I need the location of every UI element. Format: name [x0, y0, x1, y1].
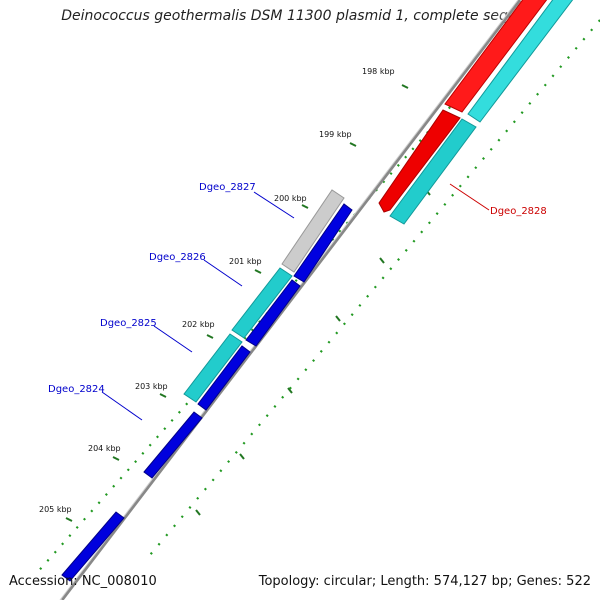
reverse-cds-track[interactable]: [61, 203, 353, 582]
tick-label: 199 kbp: [319, 130, 352, 139]
gene-label-dgeo-2826[interactable]: Dgeo_2826: [149, 252, 243, 287]
scale-ruler-outer: [149, 19, 600, 556]
gene-label-dgeo-2824[interactable]: Dgeo_2824: [48, 384, 143, 421]
tick-label: 201 kbp: [229, 257, 262, 266]
tick-labels: 198 kbp 199 kbp 200 kbp 201 kbp 202 kbp …: [39, 67, 395, 514]
gene-label-dgeo-2828[interactable]: Dgeo_2828: [449, 183, 547, 217]
tick-label: 204 kbp: [88, 444, 121, 453]
gene-label-text: Dgeo_2825: [100, 318, 157, 329]
tick-label: 203 kbp: [135, 382, 168, 391]
tick-label: 202 kbp: [182, 320, 215, 329]
genome-backbone: [60, 0, 522, 600]
gene-label-text: Dgeo_2827: [199, 182, 256, 193]
genome-stats-text: Topology: circular; Length: 574,127 bp; …: [258, 574, 591, 589]
gene-label-text: Dgeo_2826: [149, 252, 206, 263]
forward-cds-track[interactable]: [378, 0, 548, 213]
gene-label-text: Dgeo_2824: [48, 384, 105, 395]
gene-label-dgeo-2825[interactable]: Dgeo_2825: [100, 318, 193, 353]
forward-cog-track[interactable]: [389, 0, 574, 225]
accession-text: Accession: NC_008010: [9, 574, 157, 589]
gene-label-text: Dgeo_2828: [490, 206, 547, 217]
tick-label: 198 kbp: [362, 67, 395, 76]
gene-label-dgeo-2827[interactable]: Dgeo_2827: [199, 182, 295, 219]
tick-label: 205 kbp: [39, 505, 72, 514]
major-ticks: [65, 84, 409, 522]
reverse-cog-track[interactable]: [183, 189, 345, 403]
tick-label: 200 kbp: [274, 194, 307, 203]
